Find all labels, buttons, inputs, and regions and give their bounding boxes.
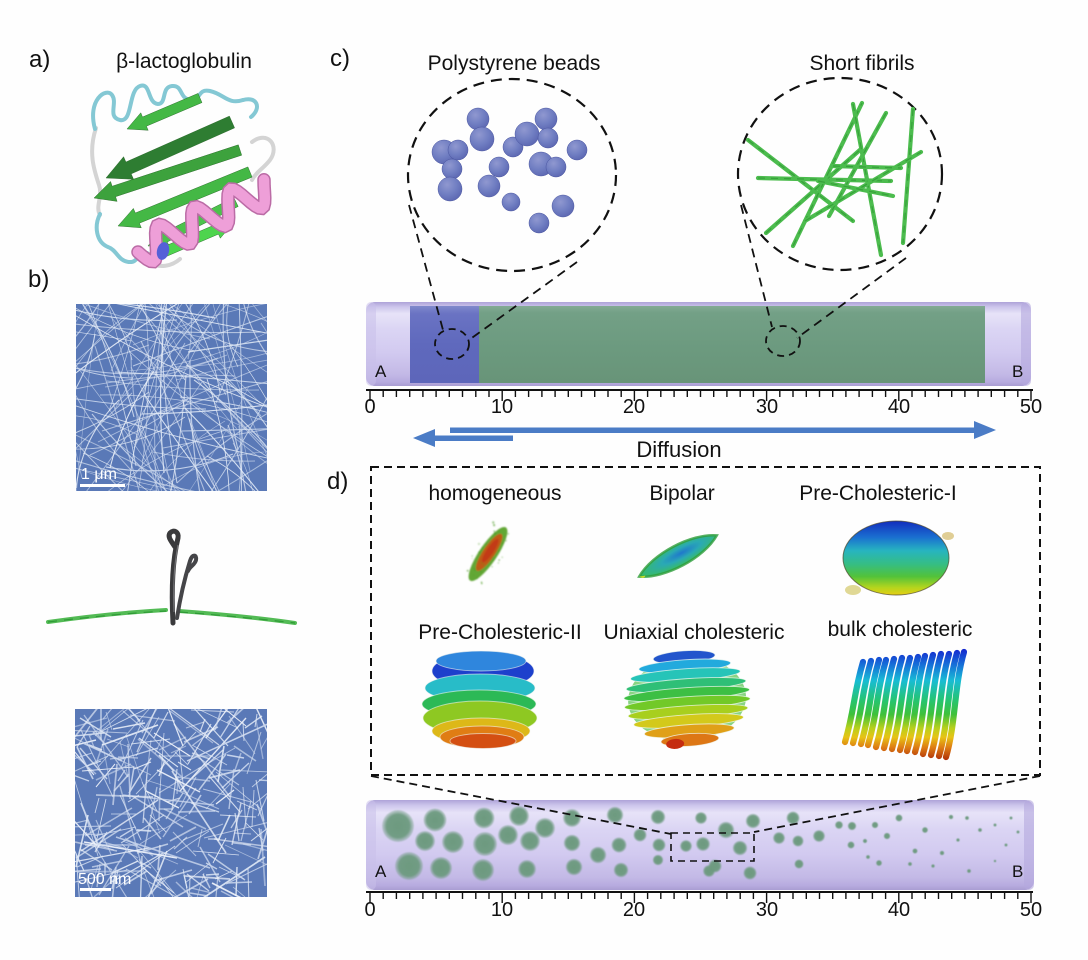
svg-text:0: 0 — [364, 396, 375, 418]
svg-text:Uniaxial cholesteric: Uniaxial cholesteric — [604, 621, 785, 644]
svg-text:20: 20 — [623, 899, 645, 921]
svg-text:b): b) — [28, 266, 49, 293]
svg-text:500 nm: 500 nm — [78, 871, 131, 888]
svg-text:30: 30 — [756, 396, 778, 418]
svg-text:B: B — [1012, 362, 1023, 381]
svg-text:B: B — [1012, 862, 1023, 881]
svg-text:1 μm: 1 μm — [81, 466, 117, 483]
svg-text:50: 50 — [1020, 899, 1042, 921]
svg-text:bulk cholesteric: bulk cholesteric — [828, 618, 973, 641]
svg-text:d): d) — [327, 468, 348, 495]
svg-text:a): a) — [29, 46, 50, 73]
svg-text:Polystyrene beads: Polystyrene beads — [428, 52, 601, 75]
svg-text:c): c) — [330, 45, 350, 72]
svg-text:A: A — [375, 362, 387, 381]
svg-text:50: 50 — [1020, 396, 1042, 418]
svg-text:β-lactoglobulin: β-lactoglobulin — [116, 50, 252, 73]
svg-text:homogeneous: homogeneous — [428, 482, 561, 505]
svg-text:Short fibrils: Short fibrils — [809, 52, 914, 75]
svg-text:10: 10 — [491, 396, 513, 418]
svg-text:Pre-Cholesteric-II: Pre-Cholesteric-II — [418, 621, 581, 644]
svg-text:20: 20 — [623, 396, 645, 418]
svg-text:0: 0 — [364, 899, 375, 921]
svg-text:40: 40 — [888, 396, 910, 418]
svg-text:Pre-Cholesteric-I: Pre-Cholesteric-I — [799, 482, 957, 505]
svg-text:10: 10 — [491, 899, 513, 921]
svg-text:40: 40 — [888, 899, 910, 921]
svg-text:Diffusion: Diffusion — [636, 437, 721, 462]
svg-text:Bipolar: Bipolar — [649, 482, 714, 505]
svg-text:A: A — [375, 862, 387, 881]
svg-text:30: 30 — [756, 899, 778, 921]
